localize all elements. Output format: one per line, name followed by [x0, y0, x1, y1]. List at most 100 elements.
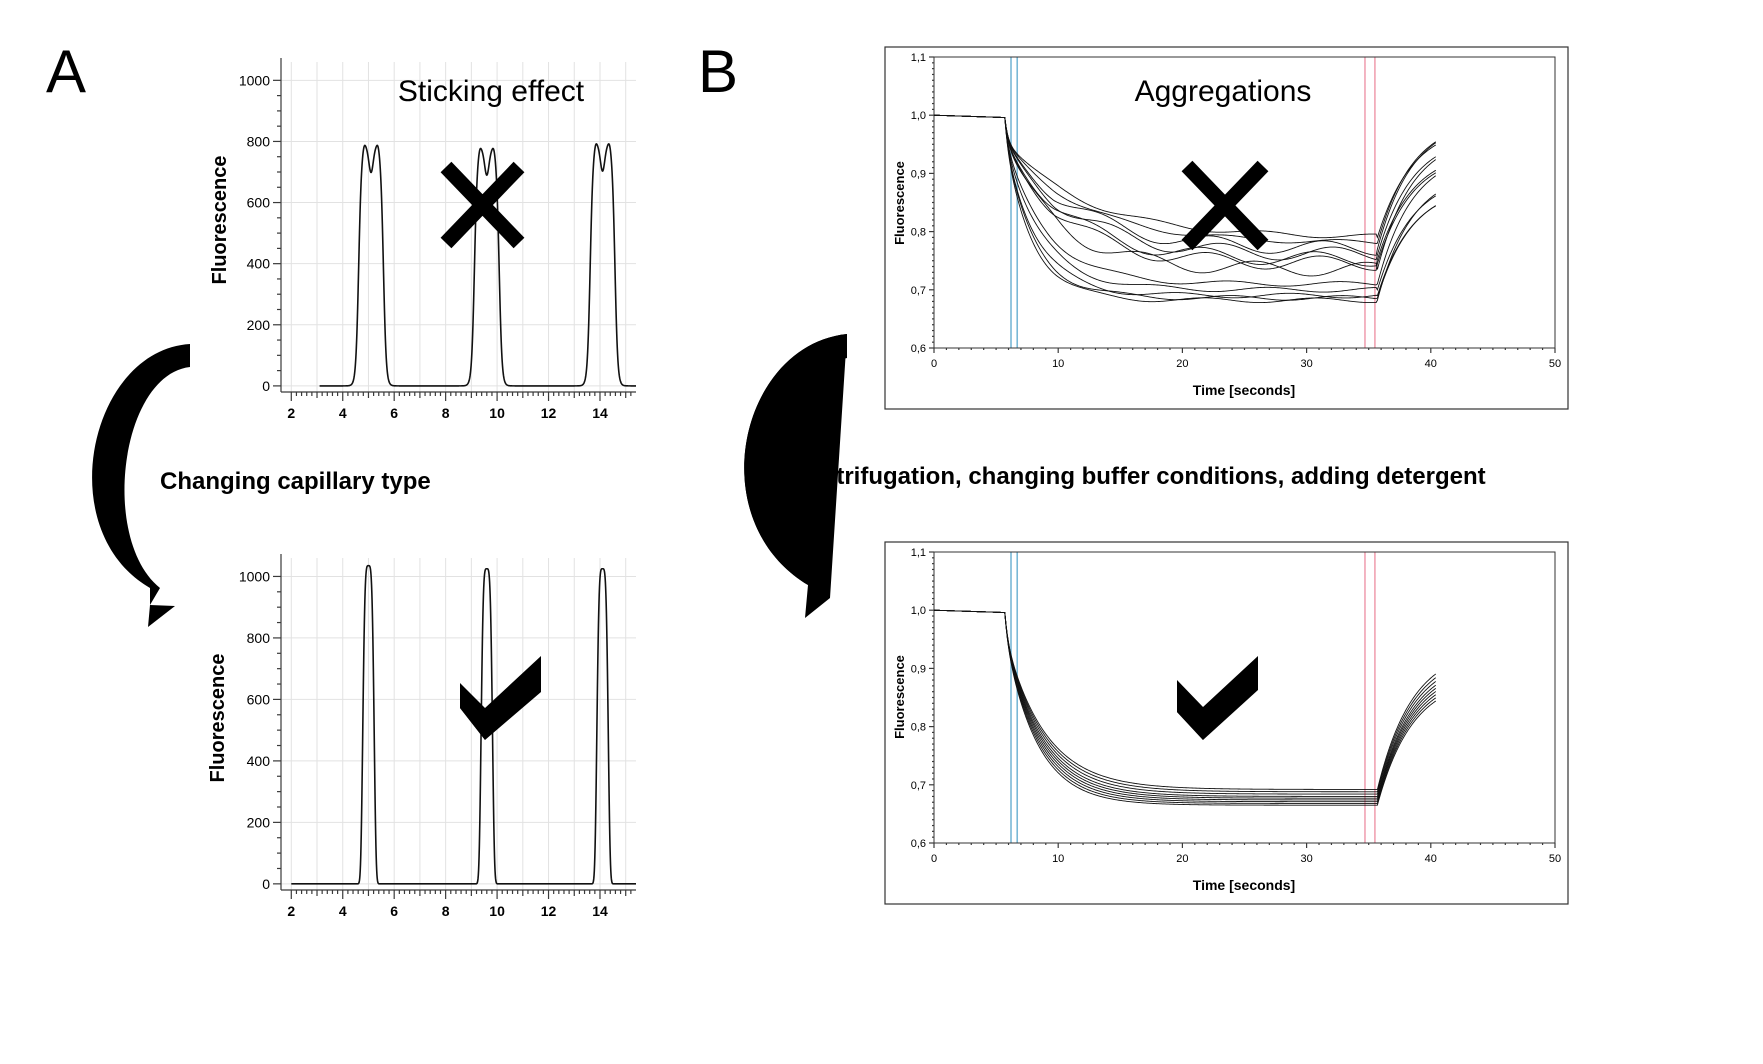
chart-a-bottom-axes: 0 200 400 600 800 1000 2 4 6 8 10 12 14	[239, 554, 636, 919]
fluorescence-time-trace	[933, 114, 1437, 271]
x-tick-label: 8	[442, 903, 450, 919]
fluorescence-time-trace	[933, 609, 1437, 795]
chart-b-bottom: 0,6 0,7 0,8 0,9 1,0 1,1 0 10 20 30 40 50 Fluorescen…	[884, 541, 1569, 905]
x-tick-label: 14	[592, 903, 608, 919]
x-tick-label: 8	[442, 405, 450, 421]
curved-arrow-icon-b	[744, 334, 847, 618]
fluorescence-time-trace	[933, 609, 1437, 793]
cross-mark-icon-b	[1181, 160, 1269, 251]
y-tick-label: 1,0	[911, 605, 926, 617]
x-tick-label: 30	[1300, 853, 1312, 865]
y-tick-label: 1,1	[911, 547, 926, 559]
x-tick-label: 12	[541, 903, 557, 919]
x-tick-label: 20	[1176, 853, 1188, 865]
chart-a-top: 0 200 400 600 800 1000 2 4 6 8 10 12 14 Fluorescence…	[209, 58, 636, 421]
y-tick-label: 0,9	[911, 168, 926, 180]
x-tick-label: 50	[1549, 358, 1561, 370]
fluorescence-time-trace	[933, 114, 1437, 301]
y-tick-label: 200	[247, 317, 271, 333]
x-tick-label: 10	[1052, 853, 1064, 865]
x-tick-label: 4	[339, 405, 347, 421]
y-tick-label: 600	[247, 691, 271, 707]
y-tick-label: 0,7	[911, 285, 926, 297]
fluorescence-time-trace	[933, 609, 1437, 806]
y-tick-label: 600	[247, 195, 271, 211]
y-tick-label: 0,8	[911, 227, 926, 239]
fluorescence-time-trace	[933, 114, 1437, 304]
chart-a-bottom-grid	[281, 558, 636, 890]
cross-mark-icon-a	[440, 161, 525, 249]
fluorescence-time-trace	[933, 114, 1437, 267]
fluorescence-time-trace	[933, 609, 1437, 790]
fluorescence-trace	[319, 142, 636, 387]
chart-a-top-grid	[281, 62, 636, 392]
x-tick-label: 10	[489, 405, 505, 421]
fluorescence-time-trace	[933, 609, 1437, 803]
fluorescence-time-trace	[933, 609, 1437, 801]
chart-a-bottom-ylabel: Fluorescence	[207, 654, 229, 783]
chart-b-top-axes: 0,6 0,7 0,8 0,9 1,0 1,1 0 10 20 30 40 50	[911, 52, 1561, 370]
fluorescence-time-trace	[933, 114, 1437, 261]
y-tick-label: 400	[247, 256, 271, 272]
chart-b-top-xlabel: Time [seconds]	[1193, 382, 1295, 398]
y-tick-label: 800	[247, 630, 271, 646]
y-tick-label: 0,8	[911, 722, 926, 734]
x-tick-label: 30	[1300, 358, 1312, 370]
chart-a-bottom: 0 200 400 600 800 1000 2 4 6 8 10 12 14 Fluorescence	[207, 554, 636, 919]
x-tick-label: 40	[1425, 358, 1437, 370]
x-tick-label: 2	[287, 903, 295, 919]
chart-b-top: 0,6 0,7 0,8 0,9 1,0 1,1 0 10 20 30 40 50 Fluorescen…	[884, 46, 1569, 410]
x-tick-label: 2	[287, 405, 295, 421]
y-tick-label: 1000	[239, 568, 270, 584]
y-tick-label: 0	[262, 378, 270, 394]
chart-b-top-regions	[1010, 57, 1376, 348]
panel-label-a: A	[46, 38, 86, 105]
chart-b-top-title: Aggregations	[1135, 75, 1312, 108]
fluorescence-time-trace	[933, 114, 1437, 299]
chart-b-top-ylabel: Fluorescence	[892, 161, 907, 245]
x-tick-label: 12	[541, 405, 557, 421]
chart-b-bottom-ylabel: Fluorescence	[892, 655, 907, 739]
chart-a-bottom-marks	[291, 564, 636, 885]
panel-label-b: B	[698, 38, 738, 105]
y-tick-label: 0,7	[911, 780, 926, 792]
x-tick-label: 10	[1052, 358, 1064, 370]
fluorescence-time-trace	[933, 114, 1437, 293]
fluorescence-trace	[291, 564, 636, 885]
x-tick-label: 0	[931, 853, 937, 865]
check-mark-icon-a	[460, 656, 541, 740]
chart-b-bottom-axes: 0,6 0,7 0,8 0,9 1,0 1,1 0 10 20 30 40 50	[911, 547, 1561, 865]
x-tick-label: 0	[931, 358, 937, 370]
x-tick-label: 10	[489, 903, 505, 919]
y-tick-label: 1,0	[911, 110, 926, 122]
chart-a-top-marks	[319, 142, 636, 387]
chart-b-bottom-marks	[933, 609, 1437, 806]
x-tick-label: 6	[390, 405, 398, 421]
y-tick-label: 0,6	[911, 838, 926, 850]
x-tick-label: 4	[339, 903, 347, 919]
y-tick-label: 0,6	[911, 343, 926, 355]
fluorescence-time-trace	[933, 114, 1437, 239]
x-tick-label: 50	[1549, 853, 1561, 865]
y-tick-label: 200	[247, 814, 271, 830]
fluorescence-time-trace	[933, 609, 1437, 799]
y-tick-label: 0,9	[911, 663, 926, 675]
check-mark-icon-b	[1177, 656, 1258, 740]
caption-b-transition: Centrifugation, changing buffer conditio…	[791, 463, 1486, 490]
chart-b-top-frame	[884, 46, 1569, 410]
fluorescence-time-trace	[933, 609, 1437, 804]
fluorescence-time-trace	[933, 114, 1437, 244]
chart-b-bottom-frame	[884, 541, 1569, 905]
chart-a-top-ylabel: Fluorescence	[209, 156, 231, 285]
chart-a-top-title: Sticking effect	[398, 75, 585, 108]
fluorescence-time-trace	[933, 609, 1437, 797]
x-tick-label: 6	[390, 903, 398, 919]
x-tick-label: 40	[1425, 853, 1437, 865]
x-tick-label: 20	[1176, 358, 1188, 370]
chart-a-top-axes: 0 200 400 600 800 1000 2 4 6 8 10 12 14	[239, 58, 636, 421]
y-tick-label: 1,1	[911, 52, 926, 64]
chart-b-bottom-xlabel: Time [seconds]	[1193, 877, 1295, 893]
caption-a-transition: Changing capillary type	[160, 468, 431, 495]
y-tick-label: 0	[262, 876, 270, 892]
